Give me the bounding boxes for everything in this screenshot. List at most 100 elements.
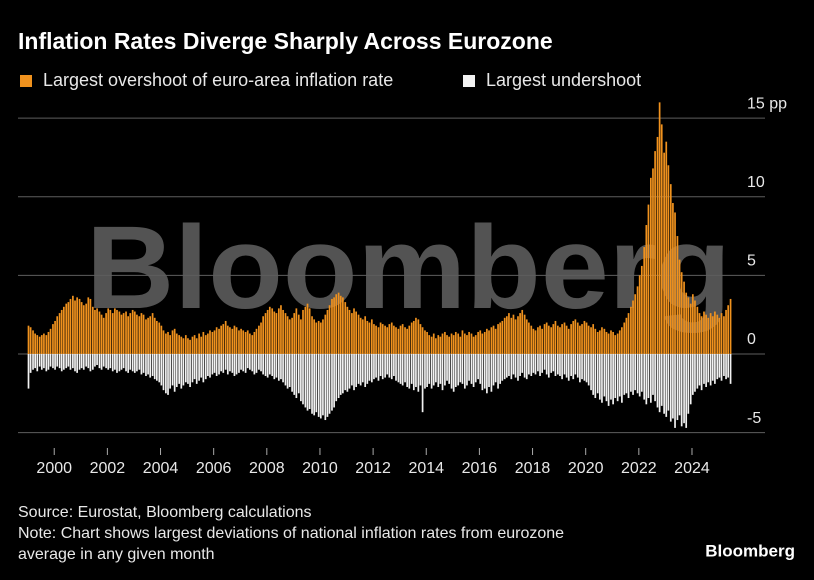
bar — [678, 353, 681, 416]
bar — [541, 328, 544, 354]
bar — [592, 324, 595, 354]
bar — [89, 298, 92, 354]
bar — [497, 353, 499, 389]
bar — [233, 325, 236, 354]
bar — [547, 353, 550, 378]
bar — [610, 353, 612, 400]
bar — [669, 184, 672, 354]
bar — [69, 353, 72, 370]
bar — [246, 330, 249, 354]
bar — [361, 319, 364, 354]
bar — [640, 265, 643, 354]
bar — [421, 353, 424, 413]
bar — [426, 353, 428, 388]
bar — [366, 320, 369, 354]
bar — [67, 353, 70, 367]
bar — [444, 331, 446, 354]
bar — [499, 353, 502, 384]
bar — [260, 322, 262, 354]
bar — [264, 313, 267, 354]
bar — [729, 298, 732, 354]
bar — [151, 313, 154, 354]
bar — [552, 324, 555, 354]
bar — [579, 353, 581, 383]
bar — [415, 353, 417, 388]
bar — [220, 353, 223, 372]
bar — [74, 300, 76, 354]
bar — [607, 353, 610, 406]
bar — [435, 338, 437, 354]
bar — [576, 322, 579, 354]
bar — [592, 353, 595, 395]
bar — [342, 353, 344, 394]
bar — [291, 317, 293, 354]
bar — [563, 322, 566, 354]
bar — [235, 353, 238, 375]
bar — [556, 353, 559, 375]
bar — [446, 335, 448, 354]
bar — [424, 353, 426, 389]
bar — [481, 333, 484, 354]
x-tick-label: 2012 — [355, 460, 391, 477]
y-tick-label: 5 — [747, 253, 756, 270]
bar — [56, 316, 59, 354]
bar — [412, 320, 415, 354]
bar — [229, 353, 231, 372]
bar — [687, 297, 690, 354]
bar — [253, 331, 256, 354]
bar — [40, 335, 43, 354]
bar — [587, 353, 590, 386]
bar — [107, 353, 110, 370]
bar — [266, 353, 269, 378]
bar — [202, 331, 205, 354]
bar — [189, 339, 191, 354]
bar — [302, 309, 304, 354]
bar — [138, 353, 141, 370]
bar — [412, 353, 415, 391]
bar — [328, 305, 331, 354]
bar — [720, 353, 723, 381]
bar — [291, 353, 293, 392]
note: Note: Chart shows largest deviations of … — [18, 525, 564, 542]
bar — [565, 325, 568, 354]
bar — [145, 319, 147, 354]
bar — [601, 353, 603, 403]
bar — [486, 328, 488, 354]
bar — [430, 336, 433, 354]
bar — [308, 308, 311, 354]
bar — [647, 204, 650, 354]
bar — [147, 317, 149, 354]
bar — [707, 317, 710, 354]
bar — [98, 311, 101, 354]
bar — [585, 353, 588, 383]
bar — [503, 317, 506, 354]
bar — [311, 316, 313, 354]
bar — [481, 353, 484, 391]
bar — [672, 353, 674, 419]
bar — [718, 317, 721, 354]
bar — [255, 328, 258, 354]
bar — [669, 353, 672, 422]
bar — [711, 316, 714, 354]
x-tick-label: 2020 — [568, 460, 604, 477]
bar — [213, 330, 216, 354]
bar — [102, 317, 105, 354]
bar — [319, 353, 322, 419]
bar — [714, 311, 716, 354]
bar — [663, 152, 665, 354]
bar — [401, 324, 404, 354]
bar — [300, 353, 302, 402]
bar — [658, 102, 661, 354]
bar — [240, 353, 242, 370]
bar — [169, 335, 171, 354]
bar — [140, 313, 143, 354]
x-tick-label: 2000 — [36, 460, 72, 477]
bar — [145, 353, 147, 377]
bar — [304, 353, 307, 408]
bar — [656, 353, 659, 408]
bar — [297, 353, 300, 394]
bar — [446, 353, 448, 381]
bar — [698, 353, 701, 386]
bar — [477, 331, 479, 354]
bar — [333, 353, 335, 408]
